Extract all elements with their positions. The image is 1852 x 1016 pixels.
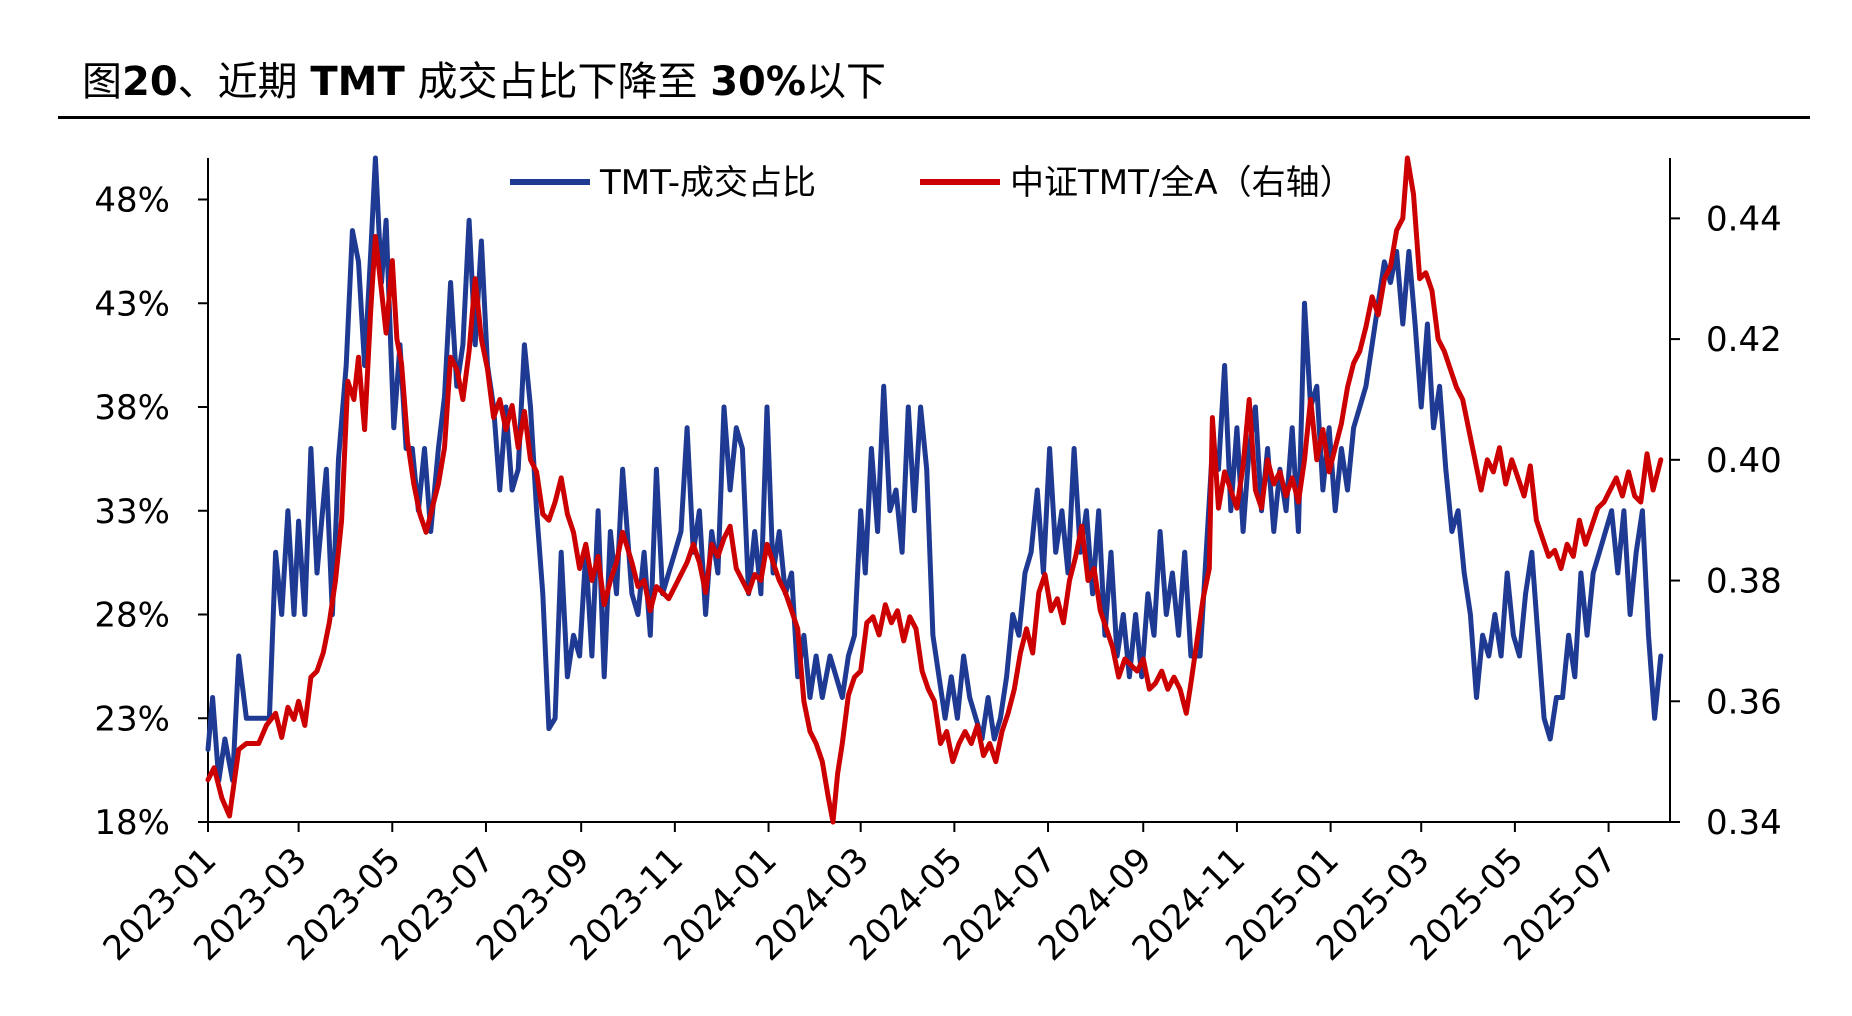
y-left-tick-label: 28%	[94, 596, 170, 636]
title-segment: 成交占比下降至	[404, 59, 711, 105]
title-divider	[58, 116, 1810, 119]
y-left-tick-label: 33%	[94, 492, 170, 532]
y-left-tick-label: 23%	[94, 699, 170, 739]
series-layer	[205, 155, 1664, 825]
y-left-tick-label: 43%	[94, 284, 170, 324]
y-right-tick-label: 0.36	[1706, 682, 1782, 722]
chart-title: 图20、近期 TMT 成交占比下降至 30%以下	[82, 54, 886, 110]
y-right-tick-label: 0.40	[1706, 441, 1782, 481]
series-line-tmt-share	[205, 155, 1664, 783]
y-right-tick-label: 0.42	[1706, 320, 1782, 360]
title-segment: 、近期	[177, 59, 311, 105]
legend-item-tmt-share-label: TMT-成交占比	[599, 163, 816, 203]
legend-item-tmt-vs-all-label: 中证TMT/全A（右轴）	[1010, 163, 1354, 203]
chart-legend: TMT-成交占比 中证TMT/全A（右轴）	[510, 163, 1354, 203]
y-right-tick-label: 0.38	[1706, 562, 1782, 602]
title-segment: 20	[122, 59, 178, 105]
series-line-tmt-vs-all	[205, 155, 1664, 825]
title-segment: 图	[82, 59, 122, 105]
y-left-tick-label: 48%	[94, 181, 170, 221]
title-segment: 以下	[805, 59, 886, 105]
y-left-tick-label: 38%	[94, 388, 170, 428]
title-segment: 30%	[710, 59, 806, 105]
y-left-tick-label: 18%	[94, 803, 170, 843]
title-segment: TMT	[310, 59, 405, 105]
y-right-tick-label: 0.44	[1706, 199, 1782, 239]
y-right-tick-label: 0.34	[1706, 803, 1782, 843]
